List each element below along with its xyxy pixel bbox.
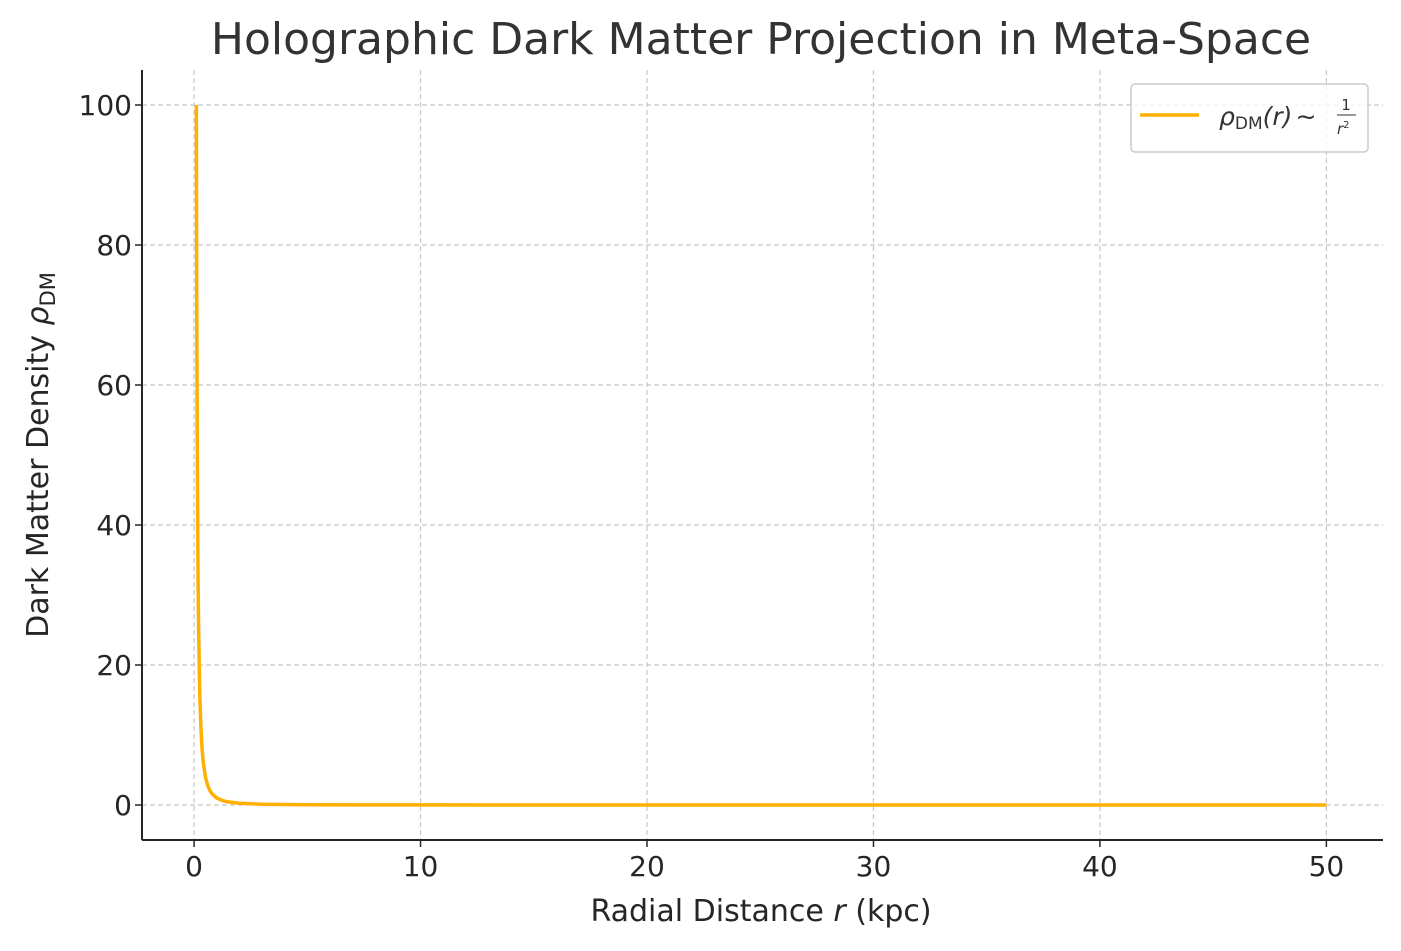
- y-tick-label: 100: [79, 89, 132, 122]
- x-tick-label: 0: [185, 850, 203, 883]
- x-tick-label: 10: [403, 850, 439, 883]
- x-tick-label: 20: [629, 850, 665, 883]
- legend-denominator-var: r: [1337, 120, 1344, 138]
- y-axis-ticks: 0 20 40 60 80 100: [79, 89, 142, 822]
- legend-denominator: r2: [1337, 120, 1350, 138]
- legend-argument: (r): [1263, 102, 1293, 131]
- y-tick-label: 60: [96, 369, 132, 402]
- legend-box: [1130, 83, 1369, 153]
- y-tick-label: 40: [96, 509, 132, 542]
- legend-label: ρDM(r) ∼: [1219, 102, 1316, 134]
- x-axis-ticks: 0 10 20 30 40 50: [185, 840, 1344, 883]
- legend-numerator: 1: [1341, 96, 1351, 114]
- x-tick-label: 50: [1309, 850, 1345, 883]
- y-axis-label-subscript: DM: [36, 272, 60, 306]
- y-tick-label: 80: [96, 229, 132, 262]
- y-axis-label: Dark Matter Density ρDM: [21, 272, 60, 638]
- x-tick-label: 40: [1082, 850, 1118, 883]
- legend-subscript: DM: [1235, 114, 1263, 134]
- chart-title: Holographic Dark Matter Projection in Me…: [211, 14, 1311, 65]
- x-axis-label-prefix: Radial Distance: [590, 894, 833, 929]
- x-axis-label: Radial Distance r (kpc): [590, 894, 931, 929]
- x-axis-label-variable: r: [833, 894, 847, 929]
- y-axis-label-prefix: Dark Matter Density: [21, 325, 56, 637]
- legend-operator: ∼: [1295, 102, 1316, 131]
- legend-denominator-power: 2: [1343, 120, 1349, 131]
- legend: ρDM(r) ∼ 1 r2: [1130, 83, 1369, 153]
- y-tick-label: 0: [114, 789, 132, 822]
- series-line-rho-dm: [194, 104, 1327, 807]
- x-axis-label-suffix: (kpc): [846, 894, 932, 929]
- x-tick-label: 30: [856, 850, 892, 883]
- y-tick-label: 20: [96, 649, 132, 682]
- y-axis-label-symbol: ρ: [21, 306, 56, 325]
- legend-symbol: ρ: [1219, 102, 1235, 131]
